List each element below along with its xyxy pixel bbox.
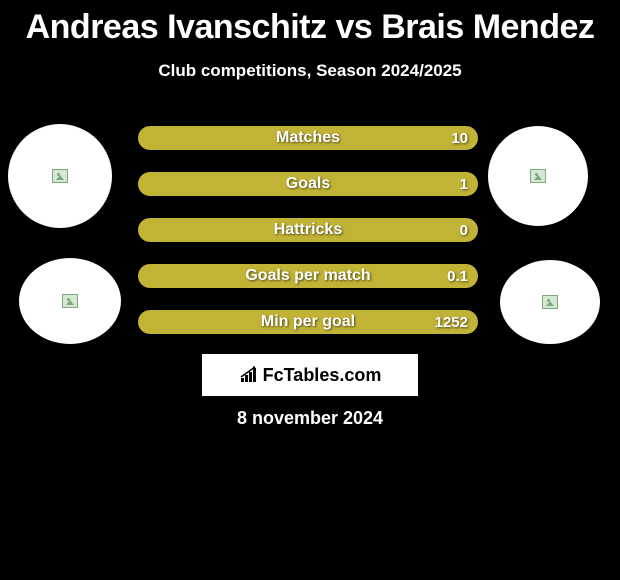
- player1-avatar: [19, 258, 121, 344]
- stat-value-right: 10: [451, 130, 468, 147]
- stats-bars: Matches10Goals1Hattricks0Goals per match…: [138, 126, 478, 356]
- stat-value-right: 1: [460, 176, 468, 193]
- brand-box: FcTables.com: [202, 354, 418, 396]
- player2-club-avatar: [488, 126, 588, 226]
- stat-label: Goals: [138, 175, 478, 193]
- stat-value-right: 1252: [435, 314, 468, 331]
- stat-bar: Hattricks0: [138, 218, 478, 242]
- stat-bar: Matches10: [138, 126, 478, 150]
- stat-bar: Min per goal1252: [138, 310, 478, 334]
- player2-avatar: [500, 260, 600, 344]
- date-label: 8 november 2024: [0, 408, 620, 429]
- player1-club-avatar: [8, 124, 112, 228]
- broken-image-icon: [62, 294, 78, 308]
- stat-label: Min per goal: [138, 313, 478, 331]
- stat-value-right: 0: [460, 222, 468, 239]
- chart-icon: [239, 366, 259, 384]
- broken-image-icon: [52, 169, 68, 183]
- broken-image-icon: [530, 169, 546, 183]
- brand-text: FcTables.com: [263, 365, 382, 386]
- stat-label: Matches: [138, 129, 478, 147]
- stat-label: Hattricks: [138, 221, 478, 239]
- stat-bar: Goals1: [138, 172, 478, 196]
- broken-image-icon: [542, 295, 558, 309]
- page-title: Andreas Ivanschitz vs Brais Mendez: [0, 0, 620, 47]
- stat-bar: Goals per match0.1: [138, 264, 478, 288]
- stat-value-right: 0.1: [447, 268, 468, 285]
- stat-label: Goals per match: [138, 267, 478, 285]
- page-subtitle: Club competitions, Season 2024/2025: [0, 61, 620, 81]
